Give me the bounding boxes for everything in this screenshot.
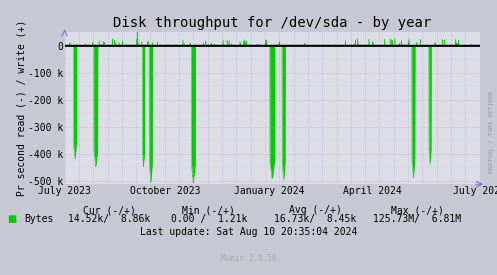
Text: Max (-/+): Max (-/+) — [391, 205, 444, 215]
Text: Bytes: Bytes — [24, 214, 53, 224]
Text: Last update: Sat Aug 10 20:35:04 2024: Last update: Sat Aug 10 20:35:04 2024 — [140, 227, 357, 237]
Text: 16.73k/  8.45k: 16.73k/ 8.45k — [274, 214, 357, 224]
Y-axis label: Pr second read (-) / write (+): Pr second read (-) / write (+) — [16, 20, 26, 196]
Text: 125.73M/  6.81M: 125.73M/ 6.81M — [373, 214, 462, 224]
Text: Munin 2.0.56: Munin 2.0.56 — [221, 254, 276, 263]
Text: ■: ■ — [7, 214, 17, 224]
Title: Disk throughput for /dev/sda - by year: Disk throughput for /dev/sda - by year — [113, 16, 431, 31]
Text: Avg (-/+): Avg (-/+) — [289, 205, 342, 215]
Text: Cur (-/+): Cur (-/+) — [83, 205, 136, 215]
Text: 14.52k/  8.86k: 14.52k/ 8.86k — [68, 214, 151, 224]
Text: RRDTOOL / TOBI OETIKER: RRDTOOL / TOBI OETIKER — [489, 91, 494, 173]
Text: 0.00 /  1.21k: 0.00 / 1.21k — [170, 214, 247, 224]
Text: Min (-/+): Min (-/+) — [182, 205, 235, 215]
